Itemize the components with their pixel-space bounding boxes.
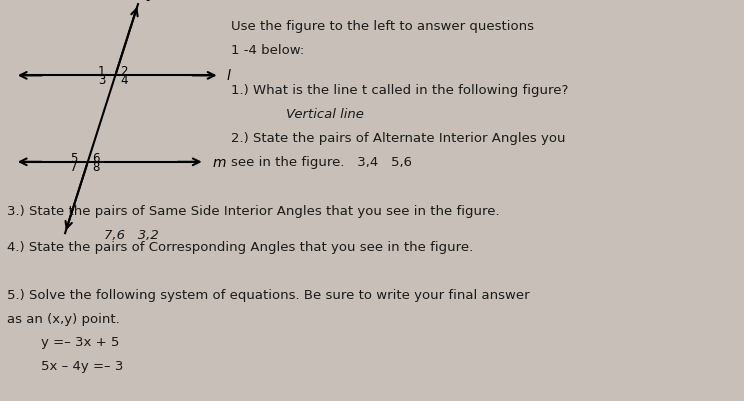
Text: as an (x,y) point.: as an (x,y) point.: [7, 312, 121, 325]
Text: see in the figure.   3,4   5,6: see in the figure. 3,4 5,6: [231, 156, 411, 169]
Text: y =– 3x + 5: y =– 3x + 5: [41, 335, 119, 348]
Text: 5.) Solve the following system of equations. Be sure to write your final answer: 5.) Solve the following system of equati…: [7, 288, 530, 301]
Text: Vertical line: Vertical line: [286, 108, 365, 121]
Text: 6: 6: [92, 152, 100, 164]
Text: 5x – 4y =– 3: 5x – 4y =– 3: [41, 359, 124, 372]
Text: 4.) State the pairs of Corresponding Angles that you see in the figure.: 4.) State the pairs of Corresponding Ang…: [7, 240, 474, 253]
Text: 3.) State the pairs of Same Side Interior Angles that you see in the figure.: 3.) State the pairs of Same Side Interio…: [7, 204, 500, 217]
Text: 7,6   3,2: 7,6 3,2: [104, 228, 159, 241]
Text: 4: 4: [120, 74, 127, 87]
Text: 3: 3: [97, 74, 105, 87]
Text: Use the figure to the left to answer questions: Use the figure to the left to answer que…: [231, 20, 533, 32]
Text: 5: 5: [70, 152, 77, 164]
Text: t: t: [144, 0, 150, 4]
Text: l: l: [227, 69, 231, 83]
Text: 8: 8: [92, 160, 100, 173]
Text: m: m: [212, 156, 225, 169]
Text: 1.) What is the line t called in the following figure?: 1.) What is the line t called in the fol…: [231, 84, 568, 97]
Text: 1 -4 below:: 1 -4 below:: [231, 44, 304, 57]
Text: 7: 7: [70, 160, 77, 173]
Text: 2: 2: [120, 65, 127, 78]
Text: 1: 1: [97, 65, 105, 78]
Text: 2.) State the pairs of Alternate Interior Angles you: 2.) State the pairs of Alternate Interio…: [231, 132, 565, 145]
